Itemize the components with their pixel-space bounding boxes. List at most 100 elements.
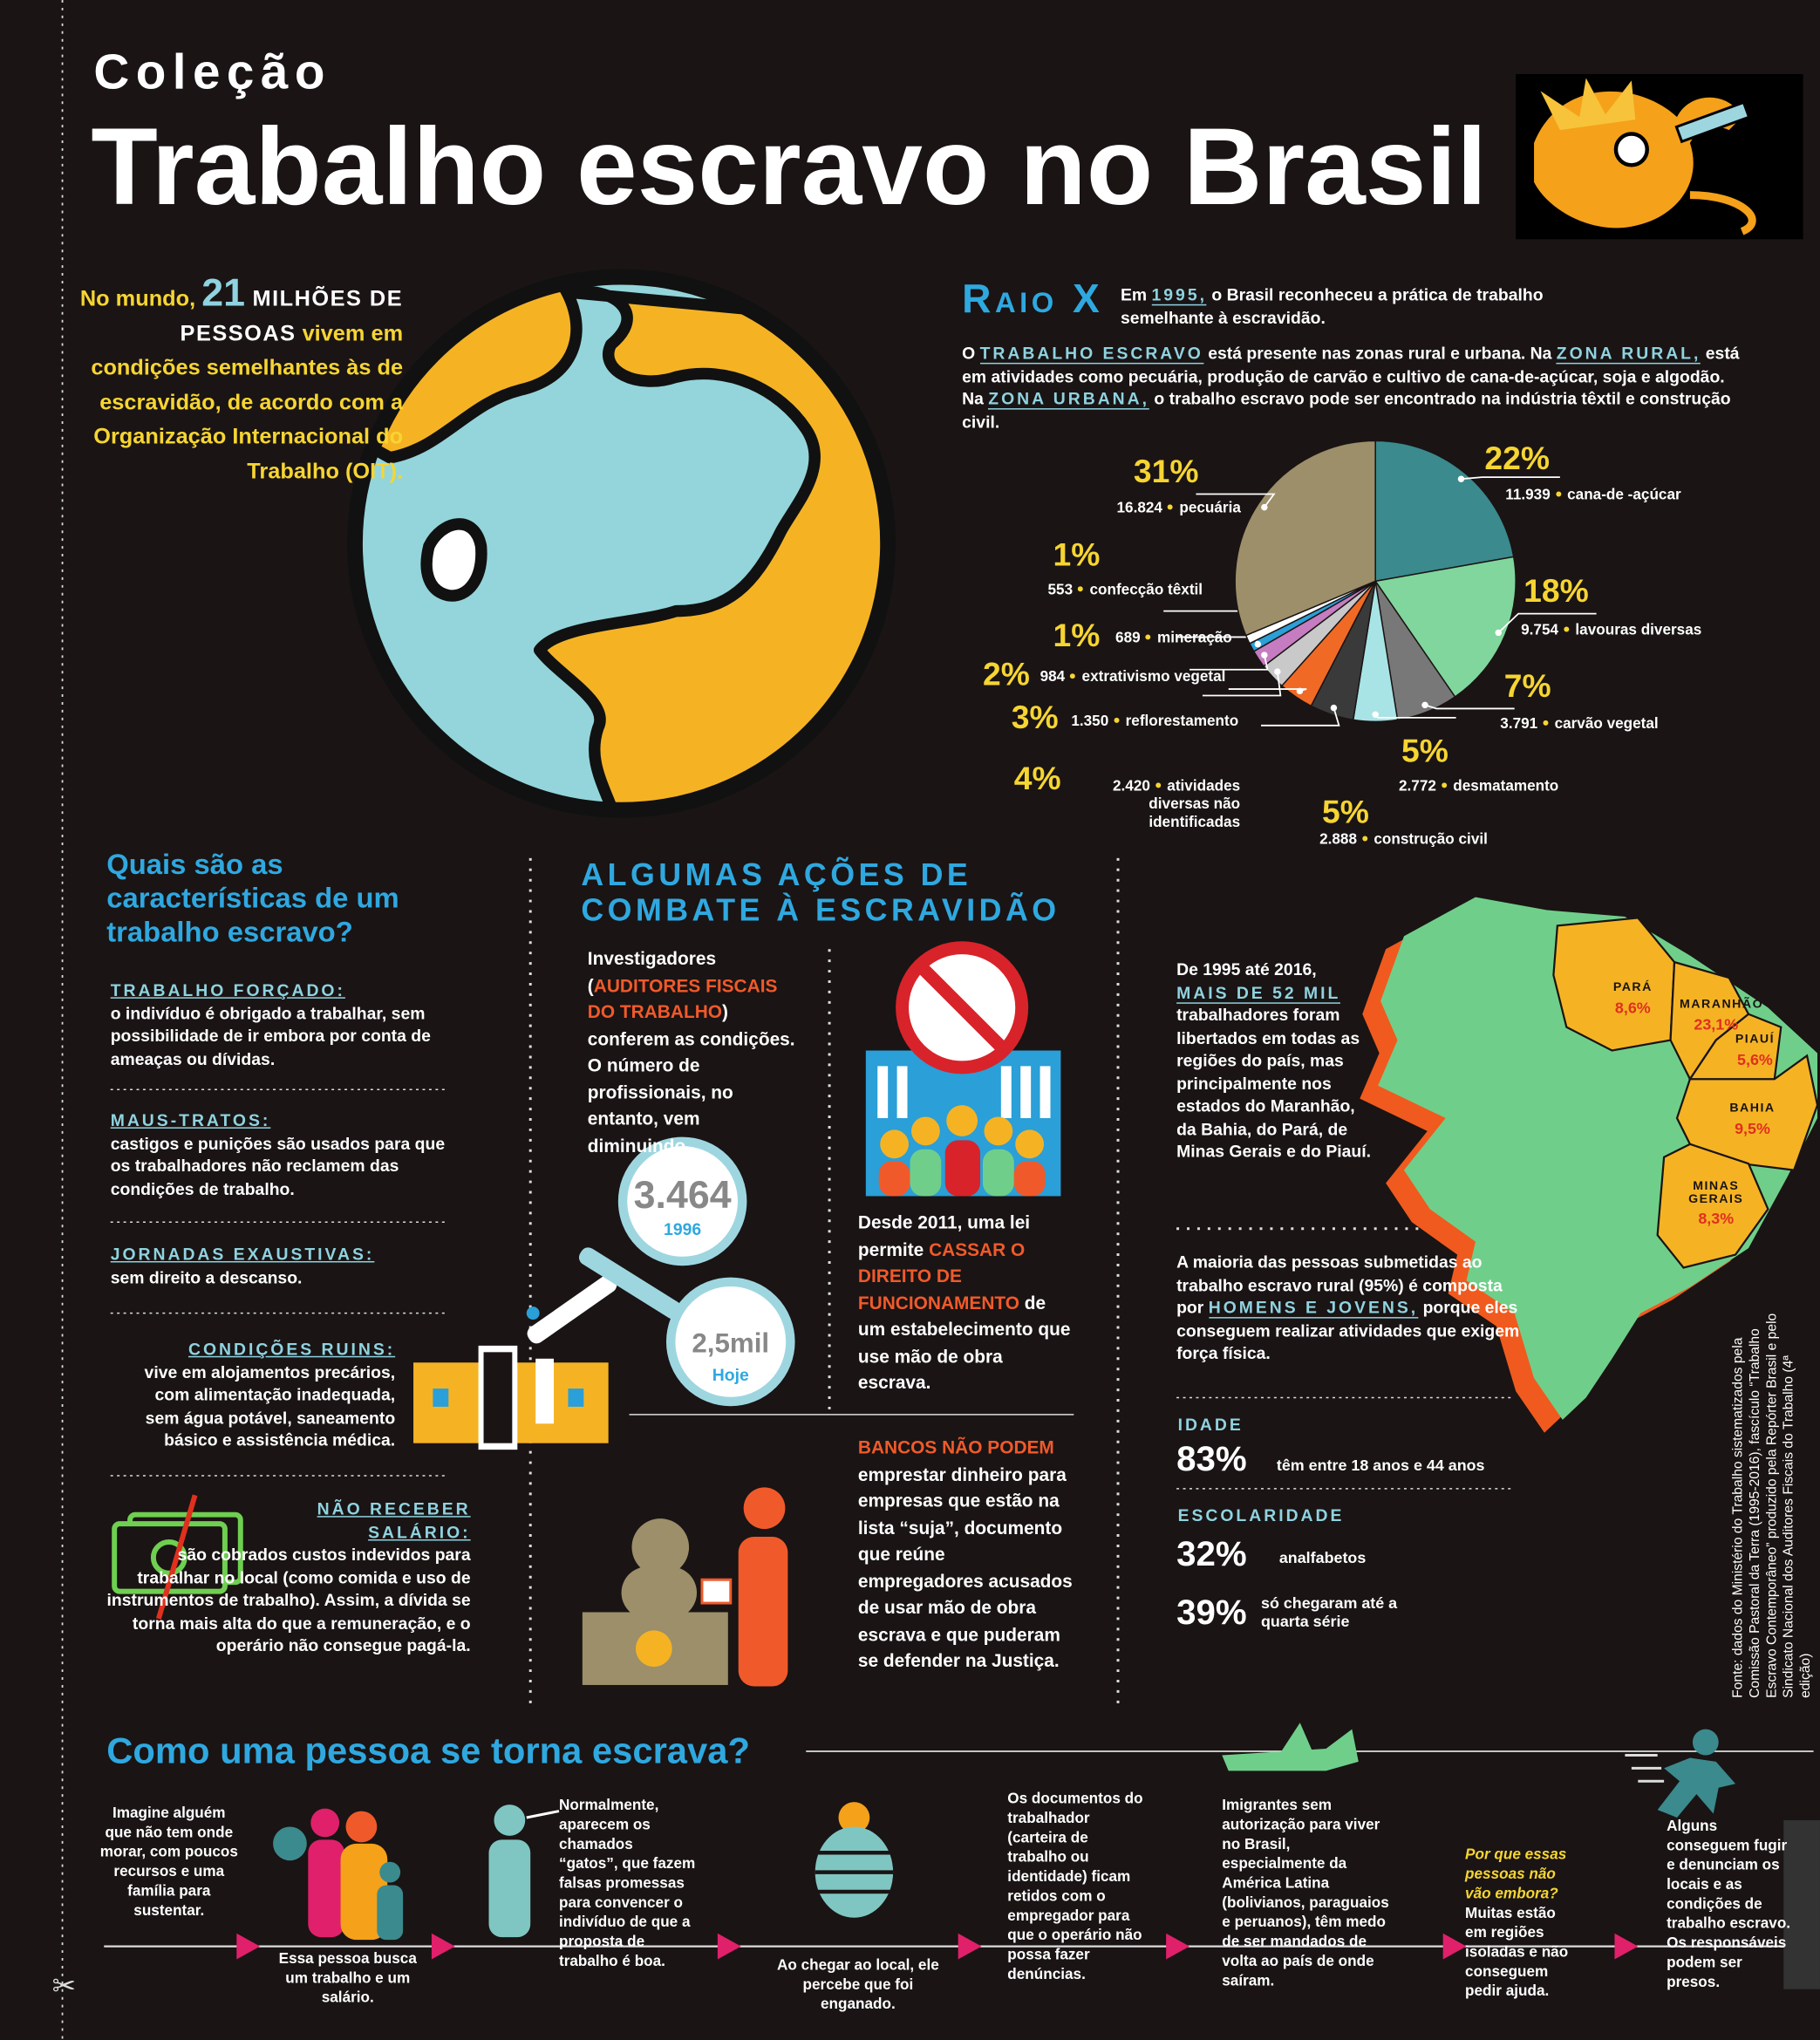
raio-x-text: O TRABALHO ESCRAVO está presente nas zon…: [962, 342, 1742, 433]
highlight: HOMENS E JOVENS,: [1208, 1297, 1419, 1319]
bank-icon: [582, 1487, 788, 1687]
slice-percent: 1%: [1053, 536, 1101, 574]
stat-title: IDADE: [1177, 1414, 1244, 1435]
count-1996: 3.464: [633, 1174, 732, 1218]
leader-line: [1202, 672, 1282, 697]
slice-percent: 5%: [1322, 794, 1369, 831]
bullet: [1555, 491, 1561, 497]
bullet: [1564, 626, 1569, 632]
leader-line: [1189, 654, 1269, 671]
text: trabalhadores foram libertados em todas …: [1176, 1005, 1372, 1162]
highlight: TRABALHO ESCRAVO: [979, 343, 1203, 365]
pie-chart: [1163, 440, 1597, 727]
state-name: PARÁ: [1612, 979, 1653, 995]
title: Trabalho escravo no Brasil: [91, 105, 1488, 228]
characteristic: NÃO RECEBER SALÁRIO: são cobrados custos …: [104, 1498, 471, 1657]
law-text: Desde 2011, uma lei permite CASSAR O DIR…: [858, 1209, 1073, 1395]
intro: No mundo, 21 MILHÕES DE PESSOAS vivem em…: [75, 274, 403, 489]
slice-count: 984: [1040, 669, 1066, 686]
slice-category: reflorestamento: [1125, 713, 1239, 730]
stat-text: só chegaram até a quarta série: [1260, 1593, 1398, 1631]
leader-dot: [1495, 629, 1502, 637]
section-title: ALGUMAS AÇÕES DE COMBATE À ESCRAVIDÃO: [581, 857, 1060, 929]
stat-percent: 32%: [1176, 1534, 1247, 1573]
description: o indivíduo é obrigado a trabalhar, sem …: [110, 1003, 431, 1068]
leader-line: [1461, 476, 1560, 481]
house-icon: [413, 1345, 609, 1450]
text: A maioria das pessoas submetidas ao trab…: [1176, 1252, 1503, 1318]
step: Normalmente, aparecem os chamados “gatos…: [559, 1798, 696, 1970]
slice-category: carvão vegetal: [1554, 716, 1659, 733]
slice-category: mineração: [1157, 630, 1232, 646]
text: ) conferem as condições. O número de pro…: [587, 1000, 795, 1156]
characteristic: MAUS-TRATOS: castigos e punições são usad…: [111, 1109, 461, 1200]
bullet: [1155, 782, 1161, 788]
text: porque eles conseguem realizar atividade…: [1176, 1297, 1520, 1363]
banks-text: BANCOS NÃO PODEM emprestar dinheiro para…: [858, 1434, 1073, 1674]
slice-count: 2.420: [1113, 778, 1150, 795]
slice-percent: 18%: [1523, 573, 1589, 611]
text: de um estabelecimento que use mão de obr…: [857, 1292, 1071, 1393]
stat-percent: 39%: [1176, 1593, 1247, 1632]
text: emprestar dinheiro para empresas que est…: [857, 1463, 1073, 1671]
highlight: MAIS DE 52 MIL: [1176, 982, 1341, 1004]
stat-text: têm entre 18 anos e 44 anos: [1276, 1456, 1485, 1475]
slice-label: 553 confecção têxtil: [1048, 581, 1203, 599]
step: Imagine alguém que não tem onde morar, c…: [99, 1805, 238, 1920]
slice-label: 2.420 atividades diversas não identificad…: [1078, 777, 1240, 832]
leader-dot: [1261, 652, 1268, 658]
pie-slice: [1374, 440, 1515, 583]
investigators-text: Investigadores (AUDITORES FISCAIS DO TRA…: [588, 945, 796, 1158]
highlight: 1995,: [1151, 284, 1207, 306]
term: MAUS-TRATOS:: [110, 1110, 271, 1130]
pie-slice: [1234, 440, 1376, 637]
slice-count: 16.824: [1116, 500, 1162, 516]
slice-percent: 31%: [1133, 454, 1199, 490]
section-title: Quais são as características de um traba…: [106, 847, 399, 948]
leader-dot: [1254, 640, 1262, 648]
description: castigos e punições são usados para que …: [110, 1133, 446, 1198]
highlight: ZONA URBANA,: [988, 388, 1150, 410]
slice-percent: 7%: [1503, 668, 1551, 705]
kicker: Coleção: [93, 45, 331, 100]
text: está em atividades como pecuária, produç…: [962, 343, 1740, 409]
leader-line: [1497, 612, 1597, 634]
leader-line: [1424, 704, 1515, 710]
description: são cobrados custos indevidos para traba…: [106, 1544, 471, 1655]
slice-category: extrativismo vegetal: [1081, 669, 1226, 686]
slice-percent: 2%: [982, 656, 1030, 693]
slice-percent: 5%: [1401, 733, 1449, 770]
slice-category: construção civil: [1374, 832, 1488, 848]
bullet: [1114, 717, 1120, 723]
state-percent: 5,6%: [1737, 1050, 1773, 1069]
slice-count: 2.888: [1319, 832, 1357, 848]
slice-category: pecuária: [1179, 500, 1241, 516]
stat-text: analfabetos: [1278, 1548, 1367, 1567]
slice-count: 2.772: [1399, 778, 1436, 795]
bullet: [1167, 504, 1173, 510]
dividers: [110, 857, 1524, 1703]
slice-label: 3.791 carvão vegetal: [1500, 715, 1658, 733]
slice-count: 1.350: [1071, 713, 1109, 730]
state-name: PIAUÍ: [1735, 1032, 1776, 1047]
text: Desde 2011, uma lei permite: [857, 1211, 1031, 1259]
term: TRABALHO FORÇADO:: [110, 979, 345, 1000]
leader-line: [1196, 493, 1276, 508]
bullet: [1070, 673, 1076, 679]
bullet: [1145, 634, 1151, 640]
intro-text: No mundo,: [79, 285, 202, 311]
slice-label: 689 mineração: [1115, 630, 1232, 648]
slice-count: 9.754: [1521, 623, 1559, 638]
money-icon: [112, 1494, 243, 1620]
step: Essa pessoa busca um trabalho e um salár…: [278, 1951, 417, 2007]
answer: Muitas estão em regiões isoladas e não c…: [1465, 1906, 1569, 2000]
text: está presente nas zonas rural e urbana. …: [1203, 343, 1557, 363]
year-1996: 1996: [664, 1219, 702, 1239]
magnifier-icons: [526, 1136, 795, 1407]
highlight: CASSAR O DIREITO DE FUNCIONAMENTO: [857, 1238, 1026, 1313]
term: CONDIÇÕES RUINS:: [187, 1339, 396, 1359]
raio-x-intro: Em 1995, o Brasil reconheceu a prática d…: [1121, 283, 1627, 329]
text: Investigadores (: [587, 947, 717, 996]
